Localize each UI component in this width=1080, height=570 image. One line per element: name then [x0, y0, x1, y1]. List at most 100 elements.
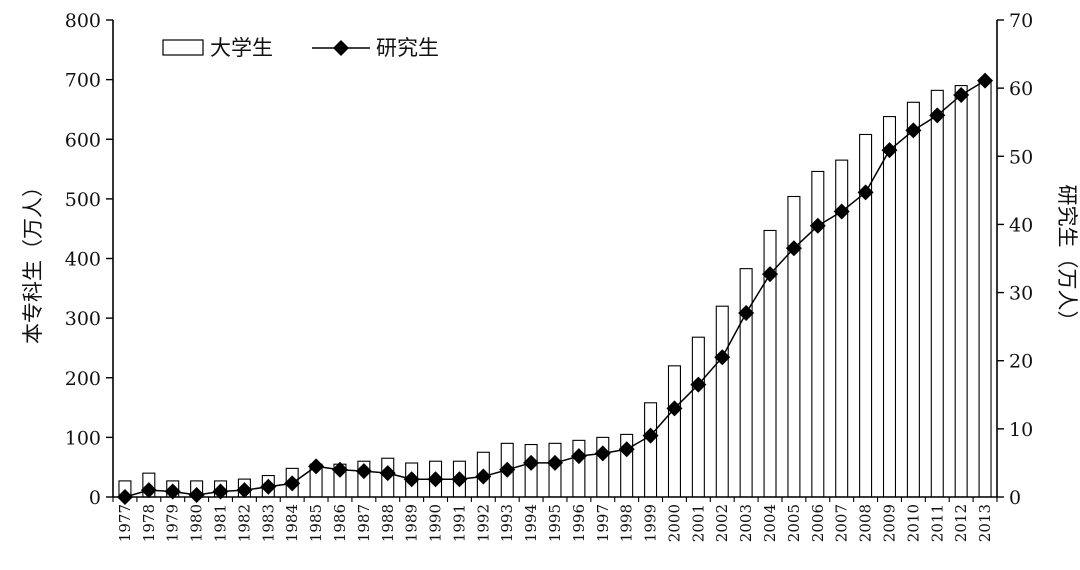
bar-2011 [930, 89, 944, 498]
point-1981 [212, 483, 229, 500]
x-tick-label: 1997 [594, 504, 612, 542]
point-1992 [475, 468, 492, 485]
x-tick-label: 1985 [307, 504, 325, 542]
legend-swatch-undergraduate [162, 39, 204, 56]
x-tick-label: 1996 [570, 504, 588, 542]
y2-tick-label: 50 [1009, 146, 1033, 168]
bar-2010 [906, 101, 920, 498]
point-2011 [929, 107, 946, 124]
point-2003 [738, 305, 755, 322]
legend-swatch-graduate-marker [333, 40, 349, 56]
bar-2003 [739, 268, 753, 498]
x-tick-label: 1993 [498, 504, 516, 542]
x-tick-label: 1984 [283, 504, 301, 542]
point-2001 [690, 376, 707, 393]
x-tick-label: 1980 [188, 504, 206, 542]
y-tick-label: 700 [65, 70, 101, 92]
x-tick-label: 1994 [522, 504, 540, 542]
point-1990 [427, 471, 444, 488]
x-tick-label: 1983 [259, 504, 277, 542]
point-1979 [164, 483, 181, 500]
x-tick-label: 2003 [737, 504, 755, 542]
point-1985 [308, 458, 325, 475]
x-tick-label: 2005 [785, 504, 803, 542]
y-tick-label: 100 [65, 427, 101, 449]
x-tick-label: 2012 [952, 504, 970, 542]
point-1983 [260, 478, 277, 495]
y-tick-label: 200 [65, 368, 101, 390]
point-1996 [570, 448, 587, 465]
x-tick-label: 2000 [665, 504, 683, 542]
x-tick-label: 2002 [713, 504, 731, 542]
x-tick-label: 1977 [116, 504, 134, 542]
point-2007 [833, 203, 850, 220]
point-2005 [785, 240, 802, 257]
y2-axis-title: 研究生（万人） [1055, 185, 1079, 332]
point-1998 [618, 441, 635, 458]
point-1977 [116, 489, 133, 505]
axes: 0 100 200 300 400 500 600 700 800 0 10 20 30 40 50 60 70… [65, 10, 1033, 542]
bar-2009 [882, 116, 897, 498]
x-tick-label: 2009 [880, 504, 898, 542]
y2-tick-label: 30 [1009, 283, 1033, 305]
y-tick-label: 600 [65, 129, 101, 151]
point-1995 [547, 454, 563, 471]
legend-label-undergraduate: 大学生 [210, 36, 273, 60]
x-tick-label: 1989 [403, 504, 421, 542]
x-tick-label: 1979 [164, 504, 182, 542]
legend-label-graduate: 研究生 [376, 36, 439, 60]
x-tick-label: 2011 [928, 504, 946, 542]
x-tick-label: 1990 [427, 504, 445, 542]
bar-2000 [667, 365, 681, 498]
point-2006 [809, 217, 826, 234]
bar-2013 [978, 79, 992, 498]
point-1994 [523, 454, 540, 471]
point-1980 [188, 486, 205, 503]
x-tick-label: 1978 [140, 504, 158, 542]
y2-tick-label: 40 [1009, 214, 1033, 236]
point-1978 [140, 482, 157, 499]
point-2010 [905, 122, 922, 139]
point-2008 [857, 184, 874, 201]
legend: 大学生 研究生 [162, 36, 439, 60]
point-1991 [451, 471, 468, 488]
bar-2001 [691, 336, 705, 498]
point-1982 [236, 482, 253, 499]
point-1987 [355, 463, 372, 480]
x-tick-label: 1998 [618, 504, 636, 542]
point-1986 [331, 461, 348, 478]
x-tick-label: 1992 [474, 504, 492, 542]
bar-2002 [715, 305, 729, 498]
y2-tick-label: 10 [1009, 419, 1033, 441]
x-tick-label: 2010 [904, 504, 922, 542]
y-tick-label: 300 [65, 308, 101, 330]
bar-series-undergraduate [118, 79, 992, 498]
y2-tick-label: 70 [1009, 10, 1033, 32]
point-1997 [594, 445, 611, 462]
point-2004 [762, 266, 779, 283]
point-1993 [499, 461, 516, 478]
y-tick-label: 400 [65, 249, 101, 271]
x-tick-label: 2007 [833, 504, 851, 542]
y-tick-label: 500 [65, 189, 101, 211]
x-tick-label: 1981 [212, 504, 230, 542]
point-2013 [977, 72, 994, 89]
point-1999 [642, 427, 659, 444]
bar-1999 [644, 402, 658, 498]
y-tick-label: 800 [65, 10, 101, 32]
point-2000 [666, 400, 683, 417]
x-tick-label: 1987 [355, 504, 373, 542]
x-tick-label: 2008 [857, 504, 875, 542]
x-tick-label: 2013 [976, 504, 994, 542]
x-tick-label: 2006 [809, 504, 827, 542]
x-tick-label: 2004 [761, 504, 779, 542]
point-2012 [953, 86, 970, 103]
graduate-line [124, 80, 986, 498]
line-series-graduate [116, 72, 994, 505]
x-tick-label: 1982 [235, 504, 253, 542]
x-tick-label: 1988 [379, 504, 397, 542]
x-tick-label: 1995 [546, 504, 564, 542]
point-2002 [714, 349, 731, 366]
y2-tick-label: 60 [1009, 78, 1033, 100]
point-1989 [403, 471, 420, 488]
